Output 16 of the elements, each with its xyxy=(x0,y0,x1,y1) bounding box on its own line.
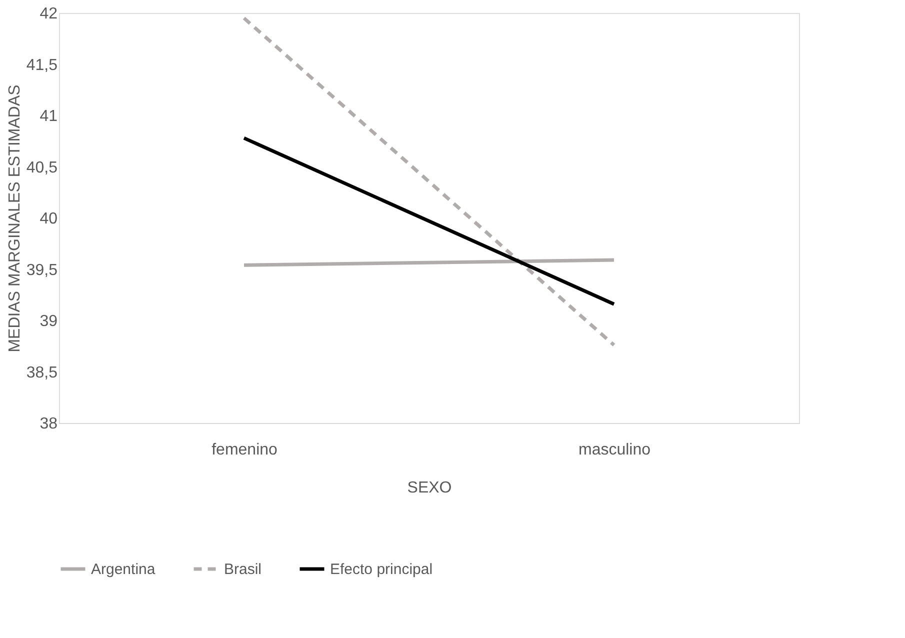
legend-label: Argentina xyxy=(91,561,156,578)
legend-label: Brasil xyxy=(224,561,262,578)
y-tick-label: 42 xyxy=(40,6,58,22)
y-tick-label: 39,5 xyxy=(26,262,58,279)
y-tick-label: 40,5 xyxy=(26,159,58,176)
x-tick-label: masculino xyxy=(578,442,651,458)
legend-label: Efecto principal xyxy=(330,561,433,578)
y-tick-label: 38,5 xyxy=(26,364,58,382)
x-axis-title: SEXO xyxy=(407,480,452,496)
y-tick-label: 40 xyxy=(40,210,58,228)
y-tick-label: 38 xyxy=(40,416,58,432)
x-tick-label: femenino xyxy=(212,442,278,458)
y-tick-label: 39 xyxy=(40,313,58,330)
y-tick-label: 41,5 xyxy=(26,56,58,74)
y-axis-title: MEDIAS MARGINALES ESTIMADAS xyxy=(6,84,24,352)
y-tick-label: 41 xyxy=(40,108,58,125)
